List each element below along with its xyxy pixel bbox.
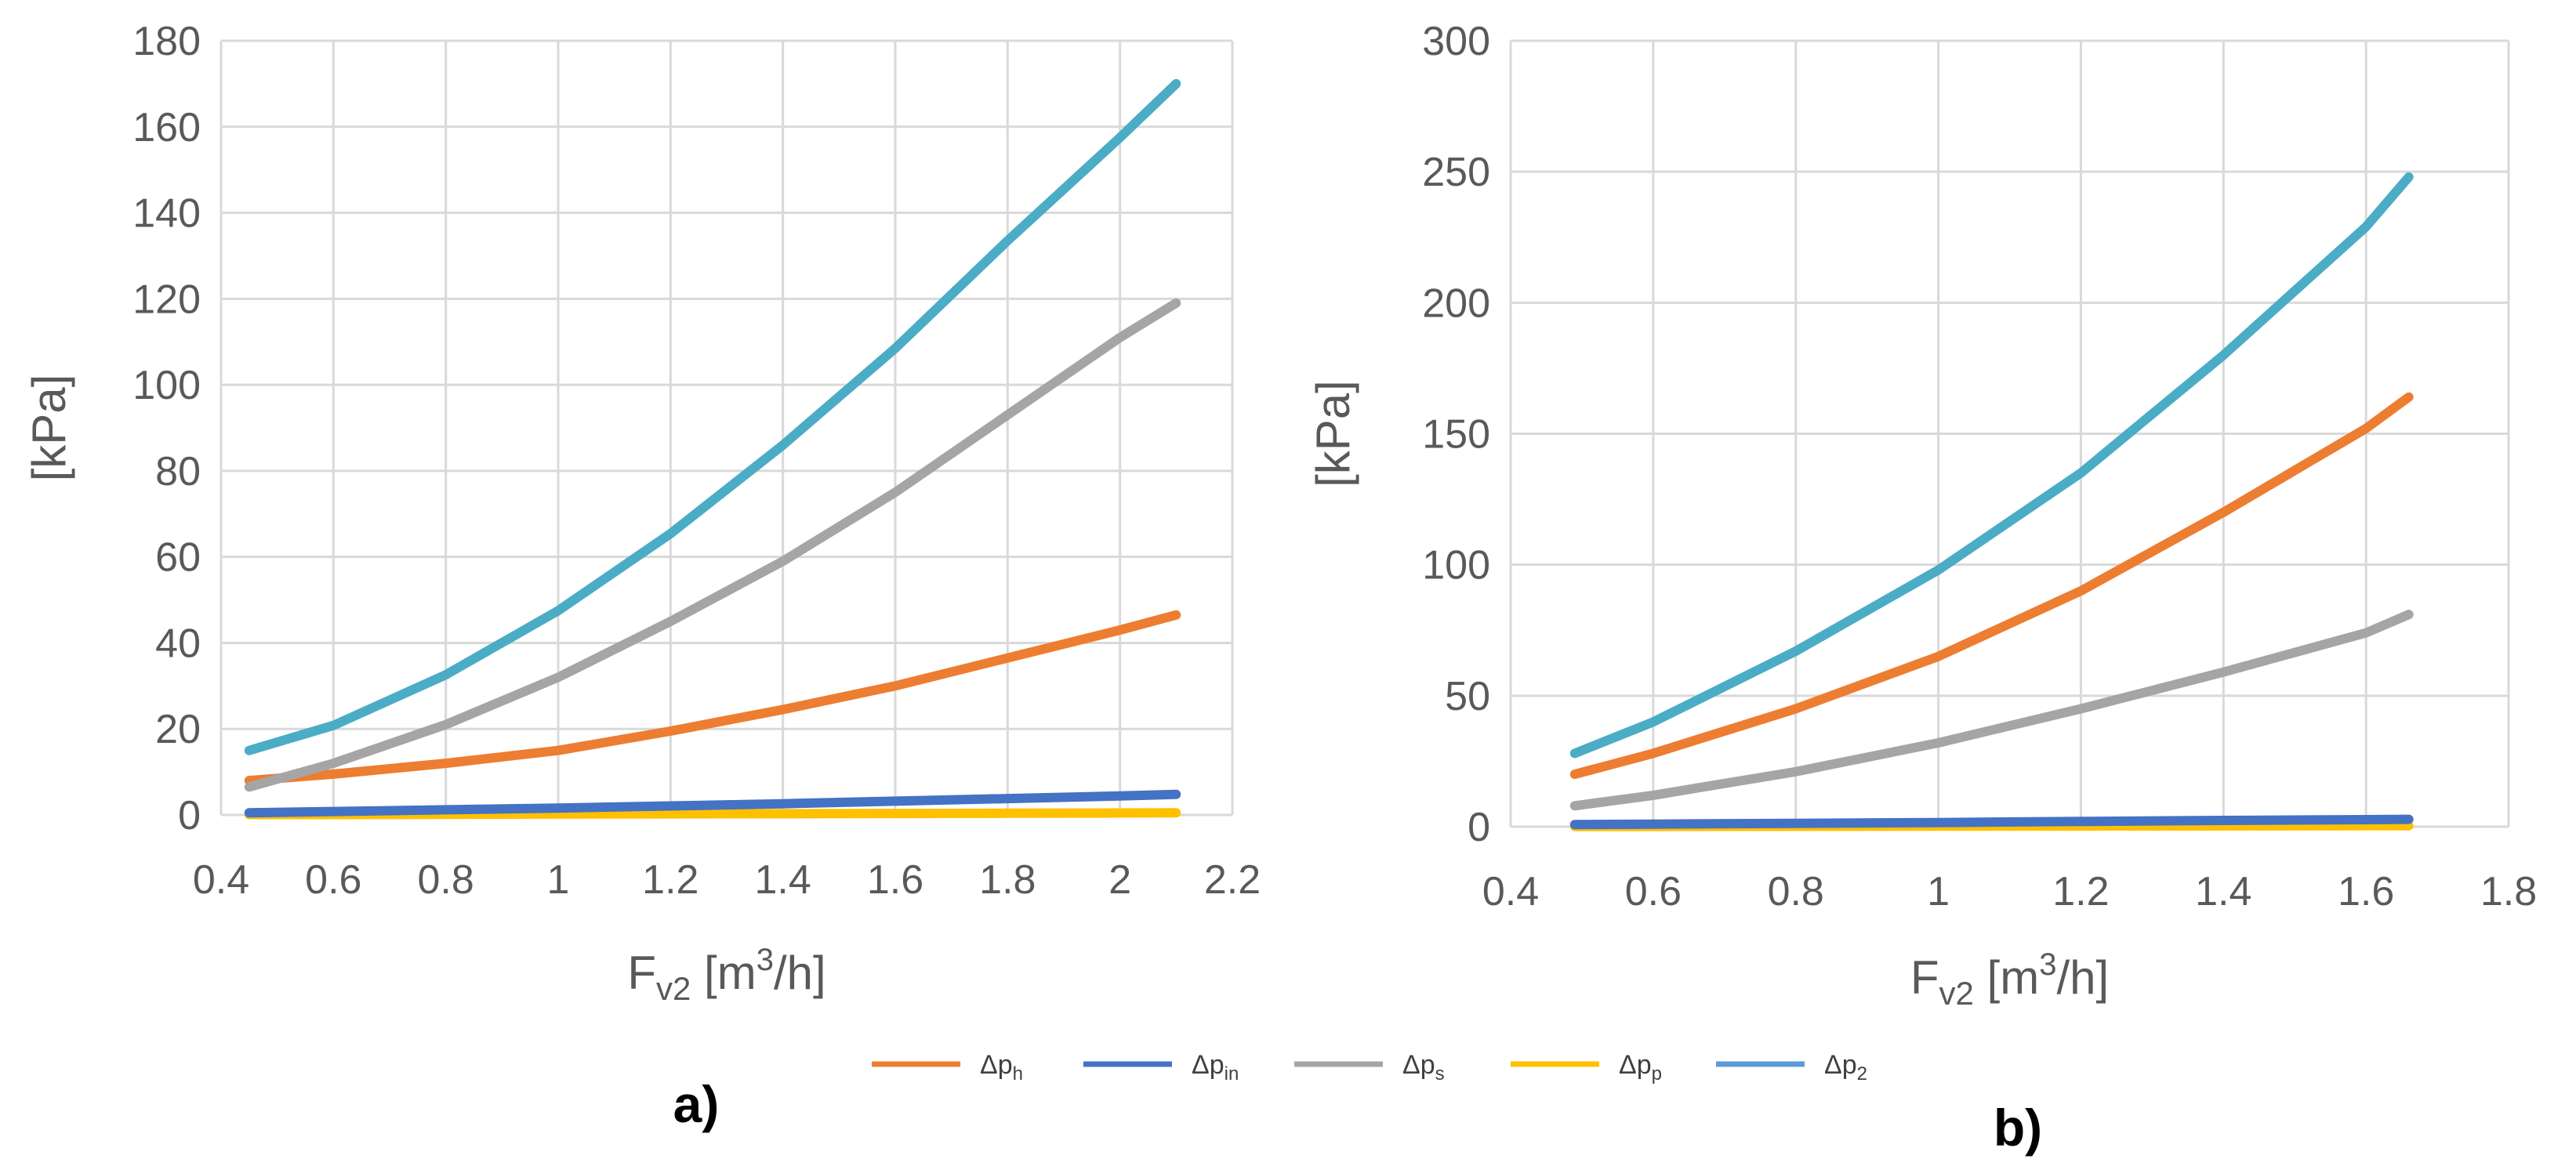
y-tick-label: 20 — [155, 707, 201, 752]
x-tick-label: 0.4 — [193, 857, 249, 903]
y-tick-label: 200 — [1422, 281, 1490, 326]
y-tick-label: 150 — [1422, 412, 1490, 458]
series-line-dp_h — [244, 610, 1181, 786]
y-tick-label: 60 — [155, 535, 201, 581]
y-tick-label: 100 — [1422, 543, 1490, 588]
x-tick-label: 1.8 — [979, 857, 1036, 903]
legend-label-dp_h: Δph — [980, 1050, 1023, 1085]
y-tick-label: 180 — [132, 19, 201, 64]
y-tick-label: 300 — [1422, 19, 1490, 64]
x-tick-label: 0.8 — [1768, 869, 1824, 914]
y-tick-label: 0 — [178, 793, 201, 838]
x-tick-label: 1.4 — [755, 857, 811, 903]
series-line-dp_in — [244, 789, 1181, 818]
x-tick-label: 0.6 — [305, 857, 361, 903]
x-axis-label: Fv2 [m3/h] — [1910, 947, 2109, 1012]
series-line-dp_s — [1569, 610, 2414, 811]
chart-panel-b: 0 50 100 150 200 250 300 0.4 0.6 0.8 1 1.2 1.4 1.6 1.8… — [1307, 19, 2537, 1157]
series-line-dp_h — [1569, 392, 2414, 780]
x-tick-label: 1.6 — [2338, 869, 2394, 914]
y-tick-label: 100 — [132, 363, 201, 408]
x-tick-label: 1.2 — [642, 857, 698, 903]
series-line-dp_in — [1569, 814, 2414, 830]
series-line-total — [244, 78, 1181, 755]
y-tick-label: 140 — [132, 191, 201, 237]
legend-label-dp_p: Δpp — [1619, 1050, 1662, 1085]
panel-label: a) — [673, 1075, 720, 1133]
x-tick-label: 2 — [1108, 857, 1131, 903]
y-axis-label: [kPa] — [1307, 380, 1359, 487]
series-line-dp_s — [244, 298, 1181, 792]
series-line-total — [1569, 172, 2414, 759]
x-tick-label: 1 — [1927, 869, 1950, 914]
x-tick-label: 0.4 — [1482, 869, 1539, 914]
panel-label: b) — [1994, 1099, 2042, 1157]
x-tick-label: 1.6 — [867, 857, 923, 903]
x-tick-label: 0.6 — [1625, 869, 1682, 914]
legend-label-dp_in: Δpin — [1192, 1050, 1239, 1085]
legend-label-dp_2: Δp2 — [1824, 1050, 1867, 1085]
legend-label-dp_s: Δps — [1402, 1050, 1445, 1085]
y-tick-label: 120 — [132, 277, 201, 322]
x-tick-label: 1.2 — [2052, 869, 2109, 914]
y-tick-label: 80 — [155, 449, 201, 494]
y-axis-label: [kPa] — [23, 375, 75, 482]
x-tick-label: 1.8 — [2480, 869, 2537, 914]
y-tick-label: 160 — [132, 105, 201, 150]
chart-panel-a: 0 20 40 60 80 100 120 140 160 180 0.4 0.6 0.8 1 1.2 1.4… — [23, 19, 1261, 1133]
y-tick-label: 50 — [1445, 674, 1490, 719]
x-tick-label: 1.4 — [2195, 869, 2251, 914]
x-tick-label: 1 — [547, 857, 570, 903]
x-axis-label: Fv2 [m3/h] — [627, 943, 825, 1007]
y-tick-label: 0 — [1468, 805, 1490, 850]
y-tick-label: 250 — [1422, 150, 1490, 195]
y-tick-label: 40 — [155, 621, 201, 666]
x-tick-label: 0.8 — [418, 857, 474, 903]
x-tick-label: 2.2 — [1204, 857, 1261, 903]
legend: Δph Δpin Δps Δpp Δp2 — [872, 1050, 1867, 1085]
